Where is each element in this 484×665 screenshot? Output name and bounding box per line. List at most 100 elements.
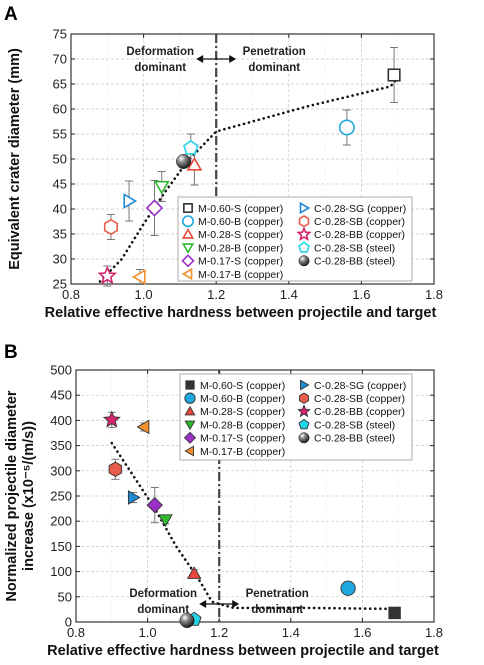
data-point-diamond — [145, 199, 164, 217]
panel-letter: A — [4, 4, 18, 25]
legend-marker-star — [296, 226, 312, 241]
y-tick-label: 50 — [53, 152, 67, 167]
legend-marker-sphere — [298, 255, 310, 267]
y-tick-label: 55 — [53, 127, 67, 142]
x-tick-label: 1.2 — [207, 287, 225, 302]
y-tick-label: 300 — [50, 463, 72, 478]
data-point-star — [97, 265, 118, 285]
deformation-label: dominant — [137, 604, 189, 616]
legend-label: M-0.28-S (copper) — [198, 229, 283, 241]
y-tick-label: 350 — [50, 438, 72, 453]
x-tick-label: 1.6 — [352, 287, 370, 302]
legend-marker-hexagon — [298, 215, 310, 228]
panel-a: A 25 30 35 40 45 50 55 60 65 70 75 0.8 1.0 1.2 1.4 1.6 1.… — [4, 4, 443, 321]
legend-marker-triangle-down — [184, 420, 196, 431]
y-tick-label: 35 — [53, 227, 67, 242]
y-tick-label: 45 — [53, 177, 67, 192]
legend-marker-hexagon — [299, 392, 309, 404]
panel-b: B 0 50 100 150 200 250 300 350 400 450 500 0.8 1.0 1.2… — [4, 342, 443, 659]
legend-marker-square — [183, 203, 193, 213]
data-point-sphere — [179, 613, 195, 628]
y-axis-title-line: Normalized projectile diameter — [4, 390, 20, 601]
penetration-label: dominant — [251, 604, 303, 616]
data-point-pentagon — [182, 139, 199, 155]
x-tick-label: 1.4 — [280, 287, 298, 302]
data-points — [102, 410, 401, 628]
legend-label: C-0.28-SG (copper) — [314, 380, 406, 392]
penetration-label: Penetration — [246, 588, 309, 600]
data-point-hexagon — [108, 461, 123, 478]
y-tick-label: 150 — [50, 539, 72, 554]
arrow-head-right — [229, 55, 237, 63]
data-points — [97, 47, 401, 287]
legend-marker-pentagon — [298, 418, 310, 430]
x-tick-label: 1.4 — [282, 625, 300, 640]
data-point-hexagon — [103, 218, 118, 236]
legend-label: M-0.60-S (copper) — [198, 203, 283, 215]
data-point-star — [102, 410, 121, 428]
arrow-head-right — [232, 600, 240, 608]
panel-letter: B — [4, 342, 18, 363]
legend-marker-triangle-right — [299, 201, 311, 215]
deformation-label: dominant — [134, 62, 186, 74]
y-axis-title-line: increase (x10⁻⁵/(m/s)) — [21, 421, 37, 571]
legend-label: M-0.28-S (copper) — [200, 406, 285, 418]
legend-label: C-0.28-SB (copper) — [314, 216, 405, 228]
legend-marker-triangle-left — [181, 267, 193, 281]
y-tick-label: 450 — [50, 388, 72, 403]
legend: M-0.60-S (copper)M-0.60-B (copper)M-0.28… — [177, 196, 413, 282]
regime-annotation: Deformation dominant Penetration dominant — [126, 46, 306, 74]
x-tick-label: 0.8 — [67, 625, 85, 640]
legend-marker-triangle-right — [300, 379, 310, 391]
legend-label: M-0.28-B (copper) — [198, 242, 283, 254]
x-tick-label: 1.8 — [425, 625, 443, 640]
legend-label: M-0.17-S (copper) — [200, 433, 285, 445]
x-tick-label: 1.2 — [210, 625, 228, 640]
legend-marker-triangle-down — [181, 243, 195, 254]
data-point-diamond — [146, 496, 163, 514]
data-point-square — [387, 68, 401, 82]
y-tick-label: 40 — [53, 202, 67, 217]
legend-marker-circle — [184, 392, 196, 404]
legend-label: M-0.17-B (copper) — [200, 446, 285, 458]
legend-marker-circle — [182, 215, 195, 228]
deformation-label: Deformation — [126, 46, 194, 58]
deformation-label: Deformation — [129, 588, 197, 600]
y-tick-label: 50 — [58, 589, 72, 604]
data-point-square — [388, 606, 401, 620]
legend-label: C-0.28-SB (copper) — [314, 393, 405, 405]
data-point-triangle-up — [186, 566, 202, 579]
legend-label: M-0.60-B (copper) — [200, 393, 285, 405]
x-tick-label: 1.6 — [353, 625, 371, 640]
data-point-triangle-down — [153, 180, 170, 195]
y-tick-label: 200 — [50, 514, 72, 529]
data-point-triangle-right — [127, 490, 141, 505]
legend-box — [177, 196, 413, 282]
data-point-triangle-right — [123, 193, 138, 209]
legend-label: M-0.17-S (copper) — [198, 256, 283, 268]
legend-marker-diamond — [181, 254, 195, 268]
x-tick-label: 1.0 — [135, 287, 153, 302]
y-tick-label: 25 — [53, 277, 67, 292]
y-tick-label: 70 — [53, 52, 67, 67]
x-axis-title: Relative effective hardness between proj… — [47, 643, 439, 659]
legend-label: M-0.60-S (copper) — [200, 380, 285, 392]
arrow-head-left — [196, 55, 204, 63]
data-point-circle — [340, 580, 356, 596]
legend-label: C-0.28-SG (copper) — [314, 203, 406, 215]
data-point-circle — [338, 119, 355, 136]
regime-annotation: Deformation dominant Penetration dominant — [129, 588, 309, 616]
legend-label: M-0.28-B (copper) — [200, 419, 285, 431]
legend-marker-pentagon — [298, 241, 310, 253]
y-tick-label: 60 — [53, 102, 67, 117]
data-point-triangle-left — [136, 419, 150, 435]
penetration-label: Penetration — [243, 46, 306, 58]
penetration-label: dominant — [248, 62, 300, 74]
legend-marker-square — [185, 380, 195, 390]
x-tick-label: 0.8 — [62, 287, 80, 302]
legend-marker-sphere — [298, 432, 310, 444]
y-tick-label: 65 — [53, 77, 67, 92]
data-point-triangle-left — [131, 269, 146, 285]
legend: M-0.60-S (copper)M-0.60-B (copper)M-0.28… — [179, 373, 413, 461]
